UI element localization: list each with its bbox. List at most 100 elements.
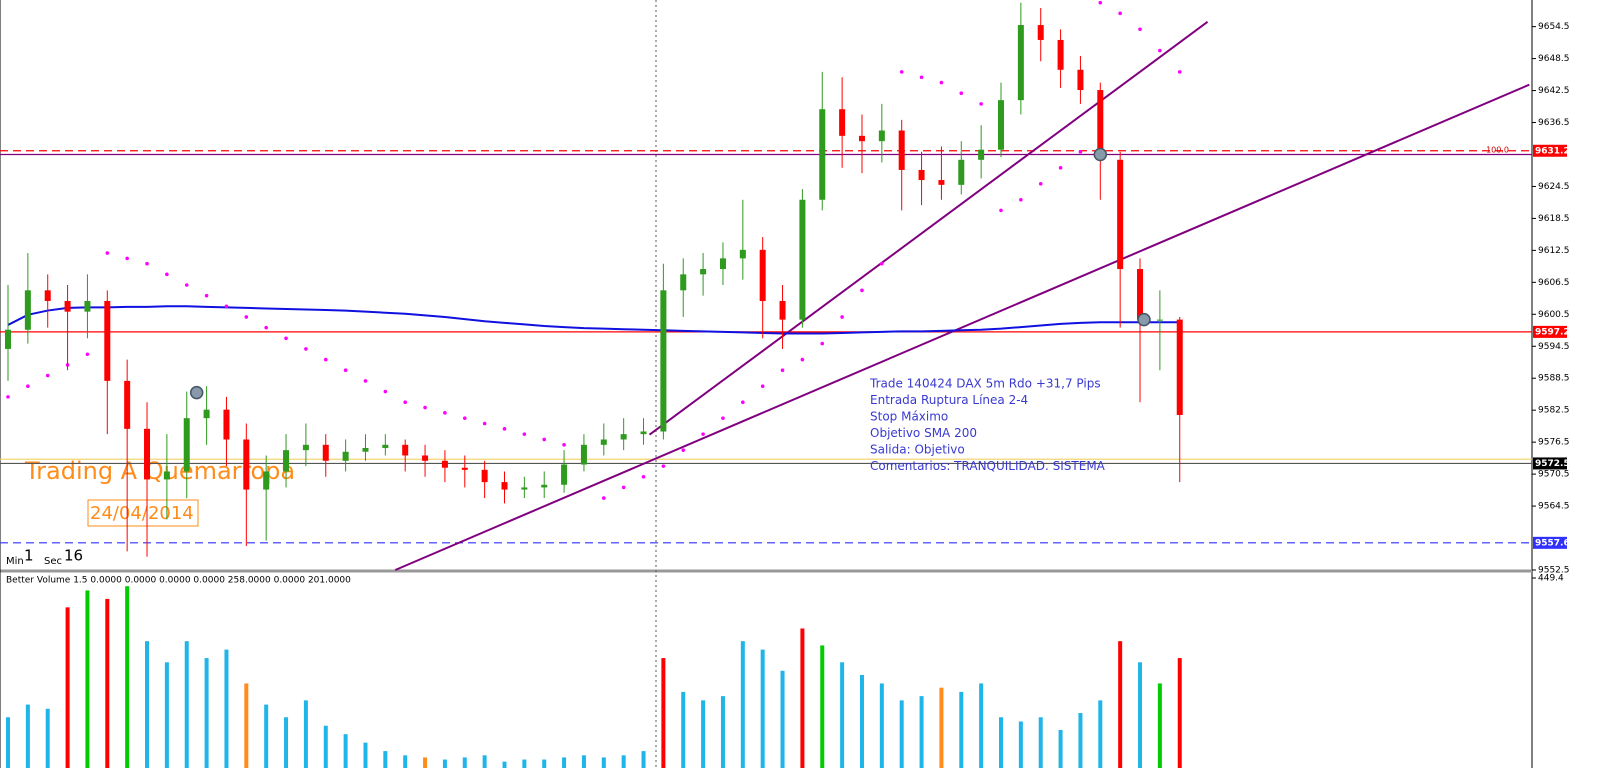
sar-dot [899, 70, 904, 74]
annotation: Trade 140424 DAX 5m Rdo +31,7 Pips [869, 377, 1101, 391]
sar-dot [502, 427, 507, 431]
sar-dot [721, 416, 725, 420]
sar-dot [522, 432, 527, 436]
trade-marker [189, 385, 204, 400]
sar-dot [562, 443, 566, 447]
volume-bar [164, 662, 169, 768]
candle-body [739, 249, 746, 259]
sar-dot [681, 448, 686, 452]
y-tick-label: 9576.5 [1538, 438, 1570, 448]
volume-bar [859, 674, 864, 768]
y-tick-label: 9552.5 [1538, 566, 1570, 576]
sar-dot [800, 357, 805, 362]
volume-bar [284, 717, 289, 768]
candle-body [302, 444, 309, 451]
volume-bar [601, 757, 606, 768]
volume-bar [820, 645, 825, 768]
candle-body [183, 418, 190, 472]
sar-dot [760, 384, 765, 389]
sar-dot [840, 315, 844, 319]
sar-dot [1138, 27, 1142, 32]
sar-dot [304, 347, 308, 351]
sar-dot [641, 474, 646, 479]
candle-body [144, 428, 151, 480]
candle-body [700, 269, 707, 275]
volume-bar [25, 704, 30, 768]
level-tag-box [1533, 457, 1567, 470]
sar-dot [542, 437, 547, 442]
y-tick-label: 9588.5 [1538, 374, 1570, 384]
sar-dot [999, 208, 1003, 213]
sar-dot [1098, 0, 1103, 5]
candle-body [839, 109, 846, 136]
sar-dot [323, 357, 328, 362]
volume-bar [999, 717, 1003, 768]
y-tick-label: 9648.5 [1538, 54, 1570, 64]
volume-bar [979, 683, 984, 768]
sar-dot [284, 336, 288, 341]
sar-dot [443, 411, 447, 415]
volume-bar [581, 755, 586, 768]
sar-dot [343, 368, 348, 373]
volume-bar [681, 691, 686, 768]
candle-body [1057, 39, 1064, 70]
volume-bar [6, 717, 10, 768]
volume-bar [125, 586, 130, 768]
candle-body [501, 482, 508, 490]
sar-dot [959, 91, 964, 96]
candle-body [1156, 319, 1163, 321]
candle-body [1097, 90, 1104, 160]
sar-dot [145, 261, 149, 266]
volume-bar [1038, 717, 1043, 768]
volume-bar [562, 757, 567, 768]
annotation: Stop Máximo [870, 410, 948, 424]
timer-label: Min [6, 556, 24, 567]
volume-bar [701, 700, 706, 768]
volume-bar [939, 687, 944, 768]
sar-dot [26, 384, 30, 389]
level-tag-box [1533, 144, 1567, 157]
candle-body [203, 409, 210, 419]
volume-bar [1058, 729, 1063, 768]
volume-bar [1018, 721, 1023, 768]
timer-label: Sec [44, 556, 62, 567]
candle-body [163, 471, 170, 480]
y-tick-label: 9564.5 [1538, 502, 1570, 512]
volume-bar [522, 759, 527, 768]
volume-bar [1177, 658, 1182, 768]
candle-body [1017, 25, 1024, 101]
sar-dot [165, 272, 169, 277]
date-box [87, 499, 199, 527]
volume-bar [264, 704, 269, 768]
candle-body [223, 409, 230, 440]
trend-line [648, 21, 1209, 436]
level-tag-box [1533, 536, 1567, 549]
volume-bar [621, 755, 626, 768]
volume-bar [760, 649, 765, 768]
y-tick-label: 9642.5 [1538, 86, 1570, 96]
volume-bar [661, 658, 666, 768]
y-tick-label: 9618.5 [1538, 214, 1570, 224]
candle-body [1077, 69, 1084, 91]
candle-body [461, 467, 468, 470]
candle-body [759, 249, 766, 301]
sar-dot [6, 395, 10, 399]
candle-body [561, 464, 568, 485]
volume-bar [244, 683, 249, 768]
sar-dot [383, 389, 388, 394]
candle-body [799, 199, 806, 320]
volume-bar [145, 641, 150, 768]
volume-bar [1098, 700, 1103, 768]
level-tag-label: 9631.2 [1535, 146, 1570, 156]
volume-title: Better Volume 1.5 0.0000 0.0000 0.0000 0… [6, 576, 351, 586]
sar-dot [820, 341, 825, 346]
annotation: Objetivo SMA 200 [870, 426, 977, 440]
y-tick-label: 9594.5 [1538, 342, 1570, 352]
candle-body [441, 460, 448, 468]
volume-bar [323, 725, 328, 768]
y-tick-label: 9570.5 [1538, 470, 1570, 480]
y-tick-label: 9606.5 [1538, 278, 1570, 288]
candle-body [342, 451, 349, 461]
sar-dot [780, 368, 785, 373]
